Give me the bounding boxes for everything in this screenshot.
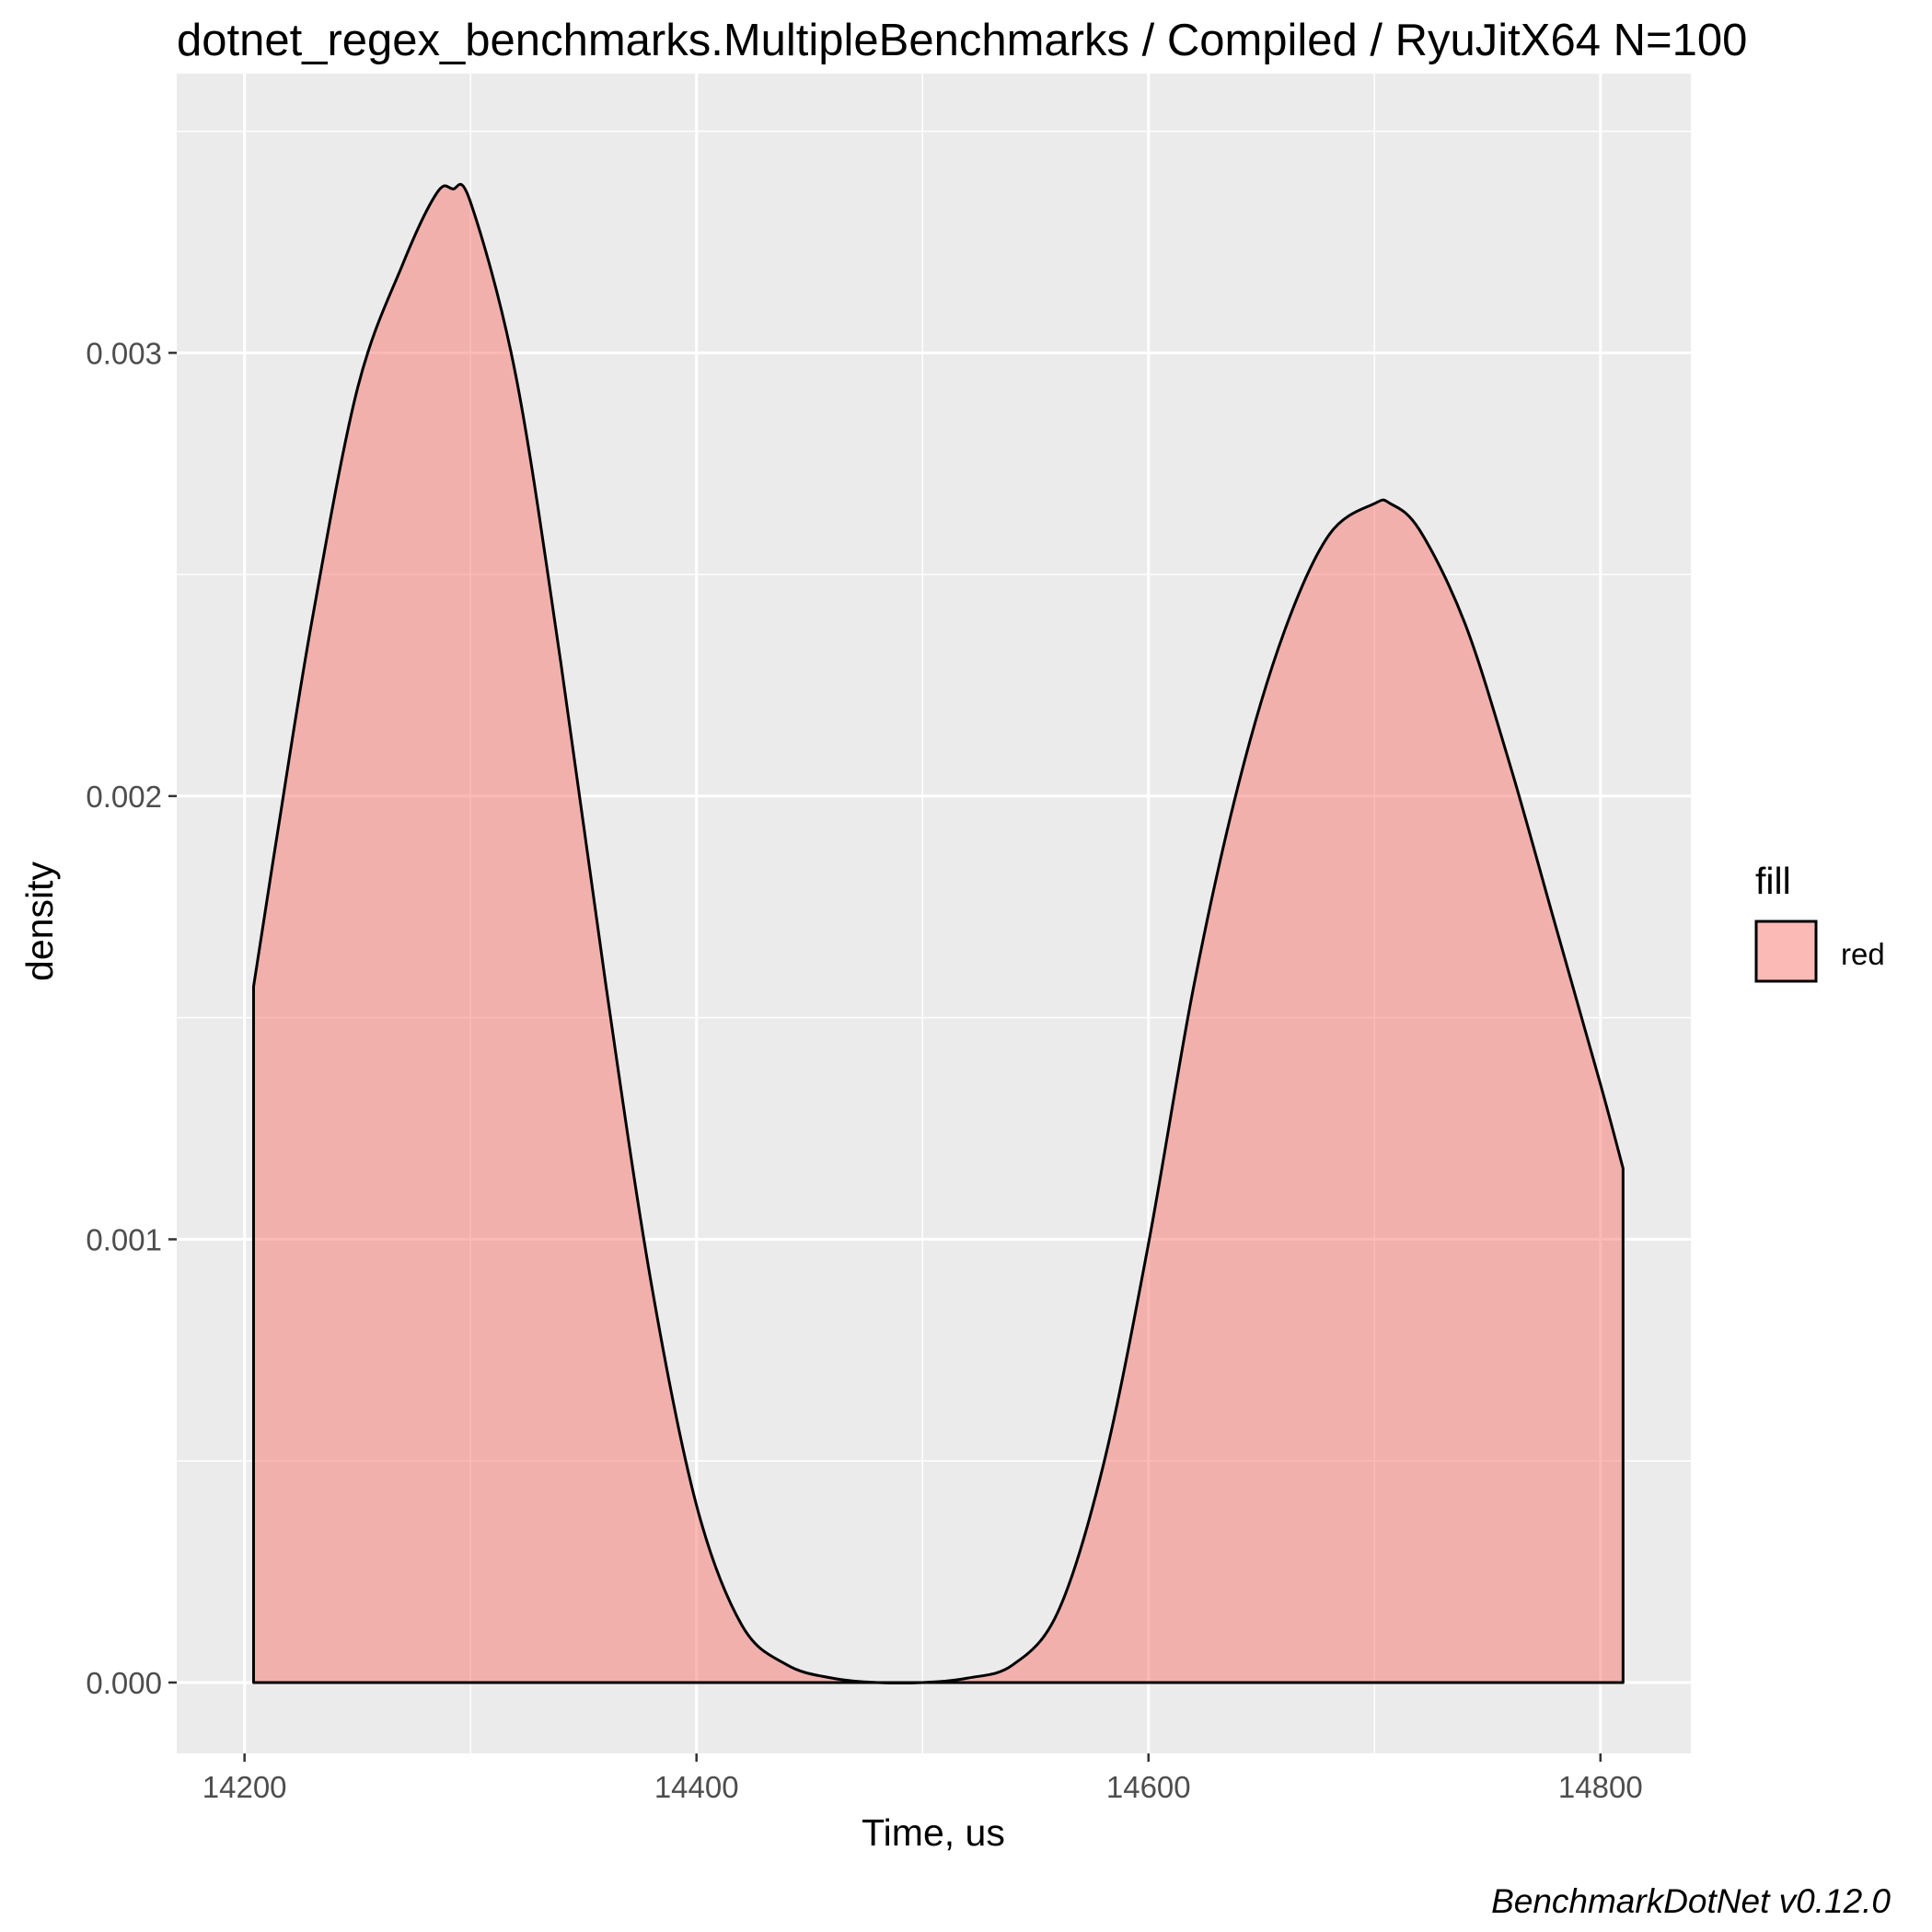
y-tick-label: 0.001 — [86, 1222, 162, 1256]
legend: fill red — [1754, 860, 1885, 983]
y-tick-label: 0.002 — [86, 780, 162, 814]
density-area-red — [251, 182, 1625, 1685]
y-axis: 0.000 0.001 0.002 0.003 — [86, 336, 177, 1700]
x-tick-label: 14400 — [654, 1770, 739, 1804]
y-tick-label: 0.003 — [86, 336, 162, 370]
legend-label-red: red — [1841, 937, 1885, 971]
caption: BenchmarkDotNet v0.12.0 — [1491, 1882, 1891, 1920]
legend-title: fill — [1755, 860, 1791, 902]
x-axis: 14200 14400 14600 14800 — [202, 1753, 1643, 1804]
chart-title: dotnet_regex_benchmarks.MultipleBenchmar… — [177, 16, 1747, 65]
y-tick-label: 0.000 — [86, 1666, 162, 1700]
density-area-layer — [251, 182, 1625, 1685]
x-tick-label: 14800 — [1558, 1770, 1643, 1804]
legend-key-red — [1754, 920, 1818, 983]
x-tick-label: 14200 — [202, 1770, 287, 1804]
x-tick-label: 14600 — [1106, 1770, 1191, 1804]
x-axis-title: Time, us — [862, 1811, 1005, 1854]
y-axis-title: density — [18, 862, 61, 981]
